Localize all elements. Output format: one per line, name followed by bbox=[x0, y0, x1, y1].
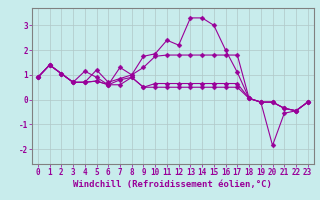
X-axis label: Windchill (Refroidissement éolien,°C): Windchill (Refroidissement éolien,°C) bbox=[73, 180, 272, 189]
